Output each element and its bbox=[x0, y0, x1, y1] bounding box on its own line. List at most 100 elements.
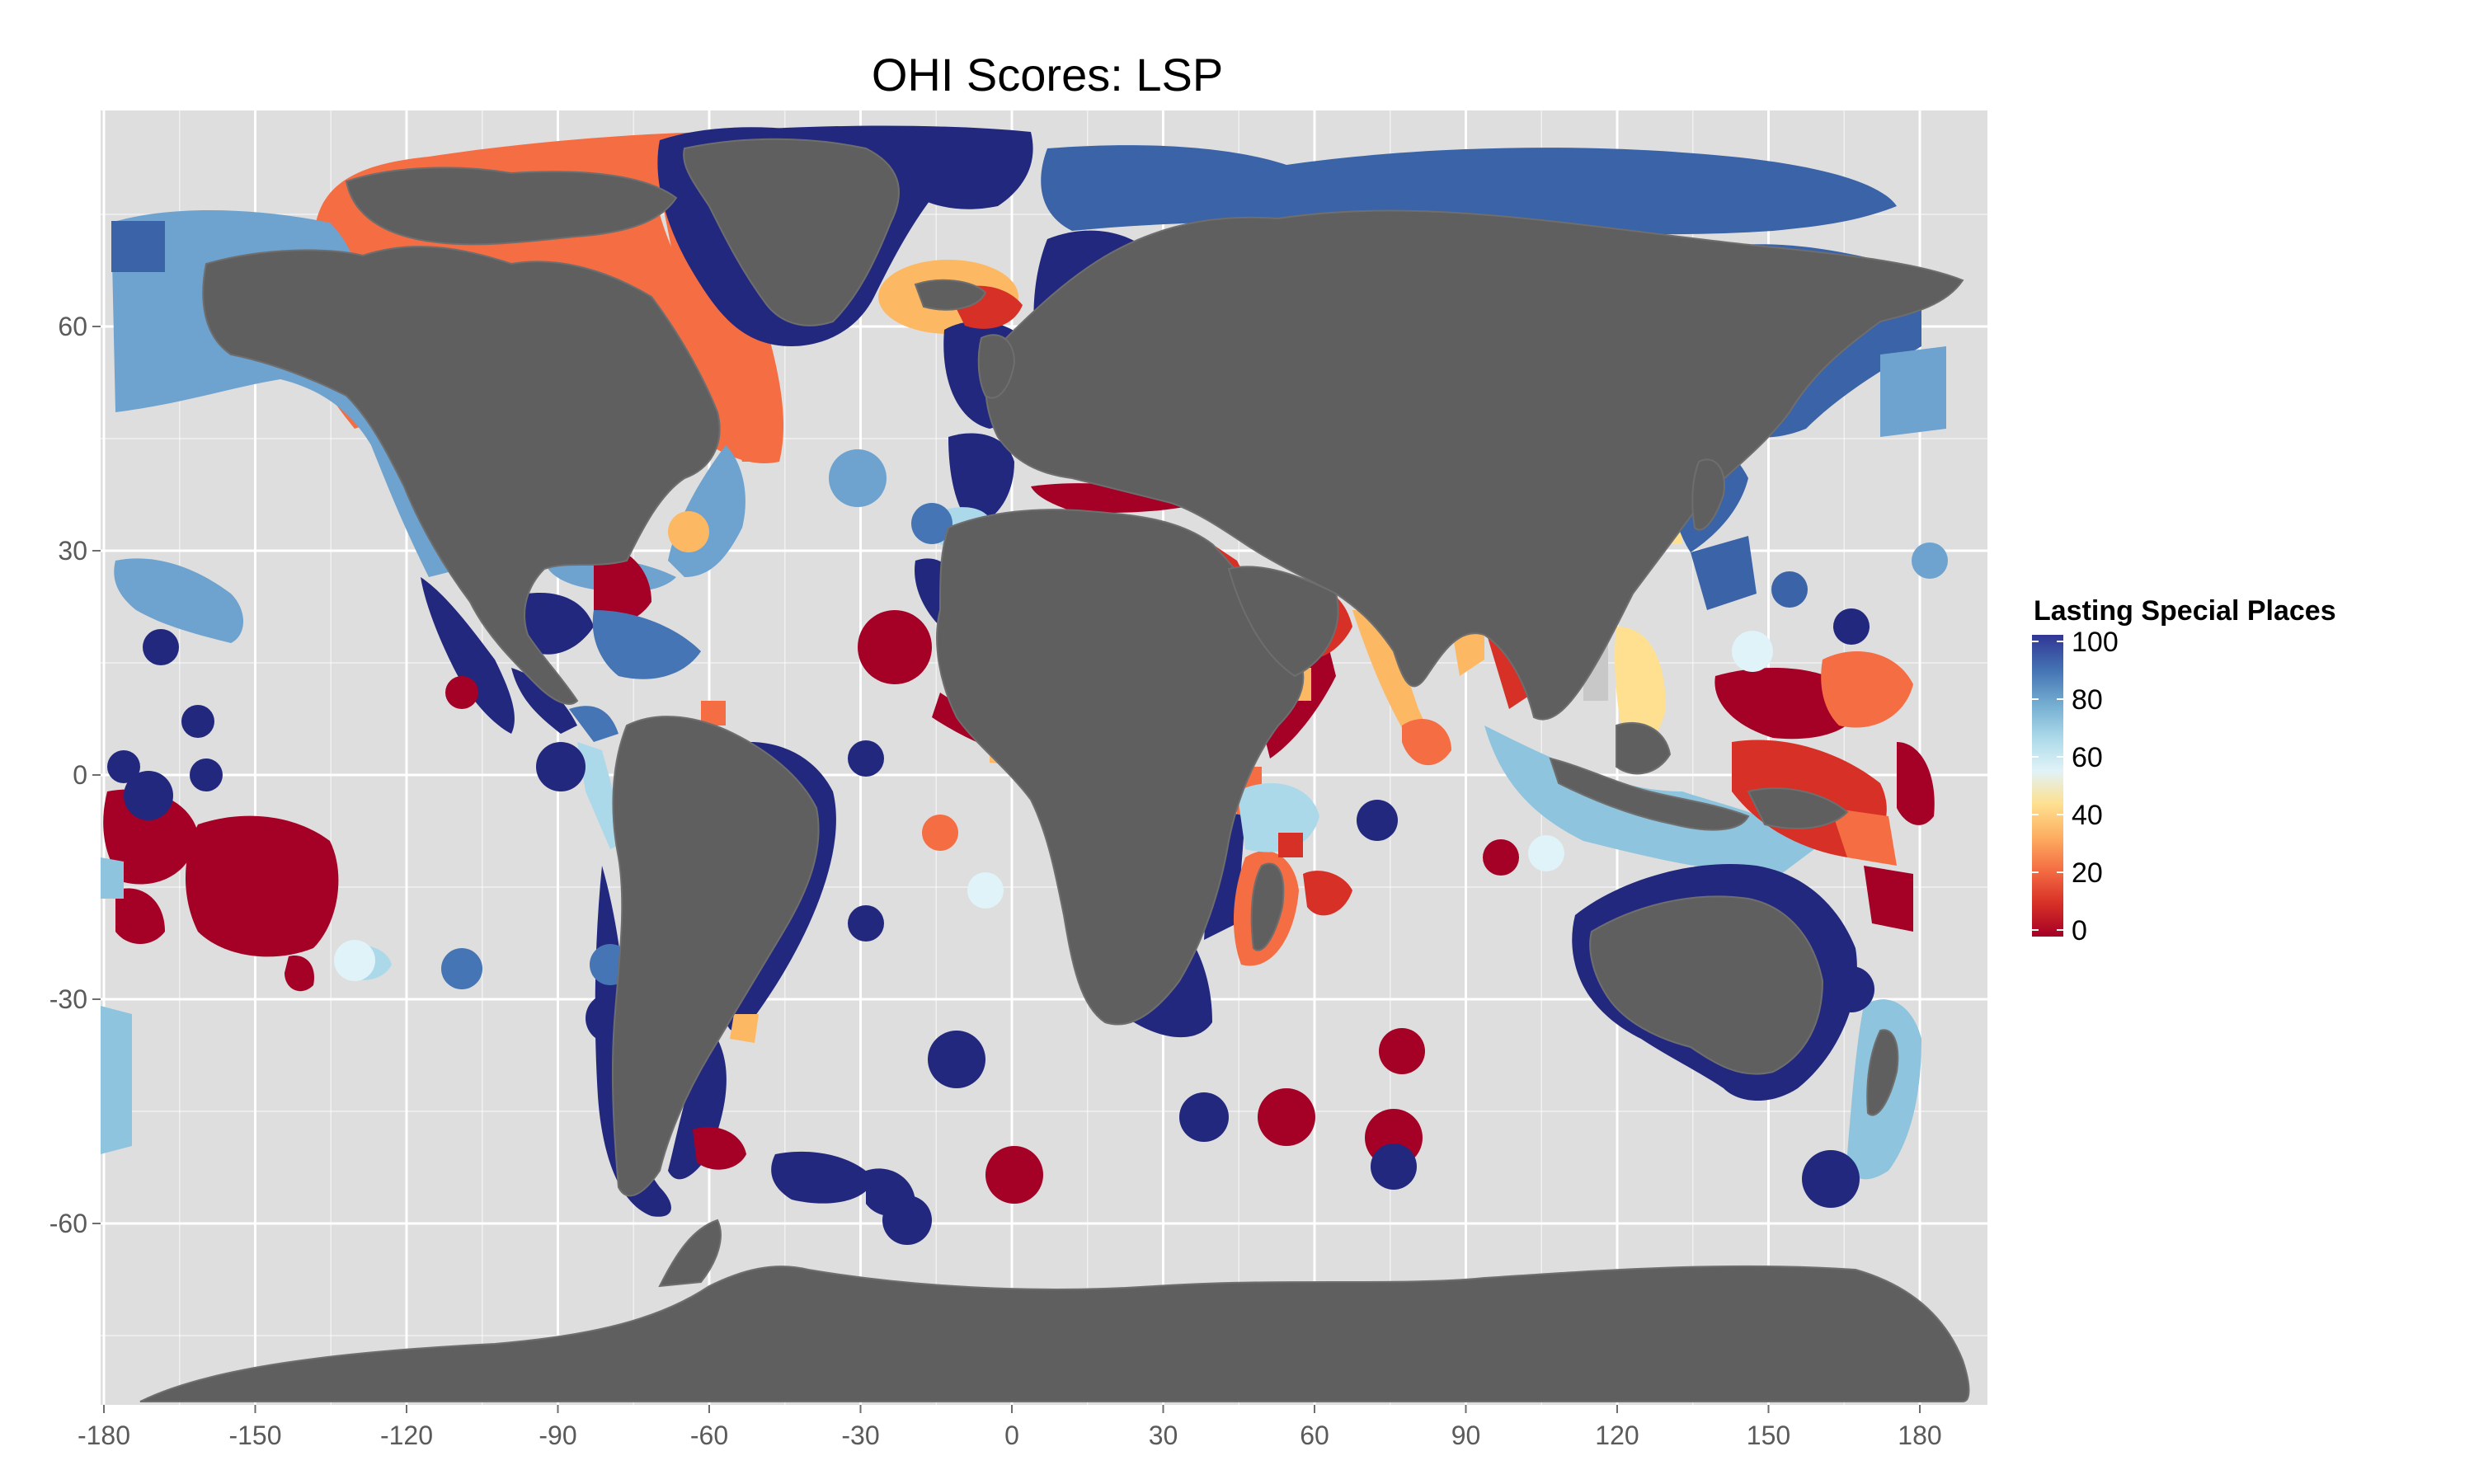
legend-title: Lasting Special Places bbox=[2034, 595, 2336, 627]
region-colombia bbox=[569, 706, 618, 742]
y-tick-label: 30 bbox=[58, 536, 87, 566]
eez-circle bbox=[911, 503, 952, 544]
x-tick-label: 90 bbox=[1451, 1421, 1481, 1450]
region-gulf-mexico bbox=[524, 593, 594, 655]
island-eez-circles bbox=[107, 449, 1948, 1245]
land-antarctic-peninsula bbox=[658, 1219, 722, 1288]
region-comoros bbox=[1278, 833, 1303, 857]
land-new-guinea bbox=[1747, 787, 1849, 829]
legend-label: 40 bbox=[2072, 800, 2103, 831]
legend-label: 60 bbox=[2072, 742, 2103, 773]
legend-label: 20 bbox=[2072, 857, 2103, 889]
legend: Lasting Special Places 100 80 60 40 20 0 bbox=[2032, 595, 2336, 946]
eez-circle bbox=[967, 872, 1004, 909]
region-uruguay bbox=[730, 1014, 759, 1043]
land-japan bbox=[1691, 458, 1725, 531]
x-tick-label: -120 bbox=[380, 1421, 433, 1450]
region-canary bbox=[858, 610, 932, 684]
eez-circle bbox=[1179, 1092, 1229, 1142]
eez-circle bbox=[107, 750, 140, 783]
region-fiji bbox=[1897, 742, 1935, 825]
x-tick-label: 180 bbox=[1898, 1421, 1941, 1450]
land-arabia bbox=[1227, 566, 1339, 678]
y-tick-label: -30 bbox=[49, 984, 87, 1014]
eez-circle bbox=[1833, 608, 1870, 645]
region-falklands bbox=[693, 1126, 746, 1170]
region-kiribati bbox=[103, 789, 198, 885]
land-eurasia bbox=[984, 209, 1964, 721]
eez-circle bbox=[190, 758, 223, 791]
eez-circle bbox=[848, 740, 884, 777]
y-axis: 60 30 0 -30 -60 bbox=[49, 312, 101, 1238]
eez-circle bbox=[1357, 800, 1398, 841]
region-sri-lanka bbox=[1402, 718, 1451, 766]
land-canadian-islands bbox=[345, 167, 678, 246]
region-north-pacific-east bbox=[1880, 346, 1946, 437]
land-madagascar bbox=[1250, 862, 1285, 951]
region-alaska bbox=[111, 210, 462, 577]
region-mexico-pacific bbox=[421, 577, 515, 734]
eez-circle bbox=[1828, 966, 1874, 1012]
region-marshall bbox=[1821, 651, 1913, 728]
legend-colorbar bbox=[2032, 635, 2063, 937]
x-tick-label: 150 bbox=[1747, 1421, 1790, 1450]
eez-circle bbox=[668, 511, 709, 552]
region-japan-south bbox=[1691, 536, 1757, 610]
eez-circle bbox=[536, 742, 586, 791]
region-caribbean-mix bbox=[592, 610, 701, 679]
land-borneo bbox=[1616, 721, 1672, 775]
land-south-america bbox=[611, 716, 820, 1197]
region-tonga bbox=[285, 956, 314, 992]
x-tick-label: 120 bbox=[1595, 1421, 1639, 1450]
eez-circle bbox=[1379, 1028, 1425, 1074]
region-philippines bbox=[1615, 627, 1666, 749]
region-mascarene bbox=[1303, 871, 1352, 916]
eez-circle bbox=[334, 940, 375, 981]
map-layer bbox=[101, 125, 1970, 1402]
legend-label: 80 bbox=[2072, 684, 2103, 716]
eez-circle bbox=[181, 705, 214, 738]
eez-circle bbox=[1528, 835, 1564, 871]
x-tick-label: -30 bbox=[841, 1421, 879, 1450]
legend-labels: 100 80 60 40 20 0 bbox=[2032, 627, 2119, 946]
eez-circle bbox=[445, 676, 478, 709]
y-tick-label: 60 bbox=[58, 312, 87, 341]
region-south-georgia bbox=[771, 1151, 874, 1204]
land-africa bbox=[936, 509, 1305, 1026]
x-tick-label: -90 bbox=[539, 1421, 576, 1450]
region-solomon bbox=[1831, 808, 1897, 866]
land bbox=[139, 138, 1970, 1402]
region-alaska-north bbox=[111, 221, 165, 272]
x-tick-label: 0 bbox=[1004, 1421, 1019, 1450]
land-indonesia bbox=[1549, 757, 1750, 831]
x-tick-label: 60 bbox=[1300, 1421, 1329, 1450]
region-pacific-edge-blue bbox=[101, 1006, 132, 1154]
legend-label: 0 bbox=[2072, 915, 2087, 946]
land-uk bbox=[977, 334, 1016, 399]
eez-circle bbox=[829, 449, 887, 507]
eez-circle bbox=[848, 905, 884, 942]
x-axis: -180 -150 -120 -90 -60 -30 0 30 60 90 120 150 180 bbox=[78, 1405, 1942, 1450]
y-tick-label: -60 bbox=[49, 1209, 87, 1238]
region-iberia-atlantic bbox=[948, 433, 1014, 528]
region-french-polynesia bbox=[186, 815, 339, 957]
eez-circle bbox=[985, 1146, 1043, 1204]
eez-circle bbox=[441, 948, 482, 989]
eez-circle bbox=[928, 1031, 985, 1088]
x-tick-label: 30 bbox=[1149, 1421, 1178, 1450]
eez-circle bbox=[1732, 631, 1773, 672]
land-antarctica bbox=[139, 1265, 1970, 1402]
region-central-america bbox=[511, 668, 577, 734]
y-tick-label: 0 bbox=[73, 760, 87, 790]
land-iceland bbox=[914, 279, 987, 311]
land-north-america bbox=[202, 246, 721, 705]
eez-circle bbox=[1912, 542, 1948, 579]
eez-circle bbox=[1371, 1144, 1417, 1190]
region-samoa bbox=[101, 857, 124, 899]
region-venezuela bbox=[701, 701, 726, 726]
region-vanuatu bbox=[1864, 866, 1913, 932]
region-mediterranean bbox=[1031, 483, 1204, 513]
region-hawaii bbox=[114, 558, 243, 643]
land-new-zealand bbox=[1866, 1029, 1899, 1116]
